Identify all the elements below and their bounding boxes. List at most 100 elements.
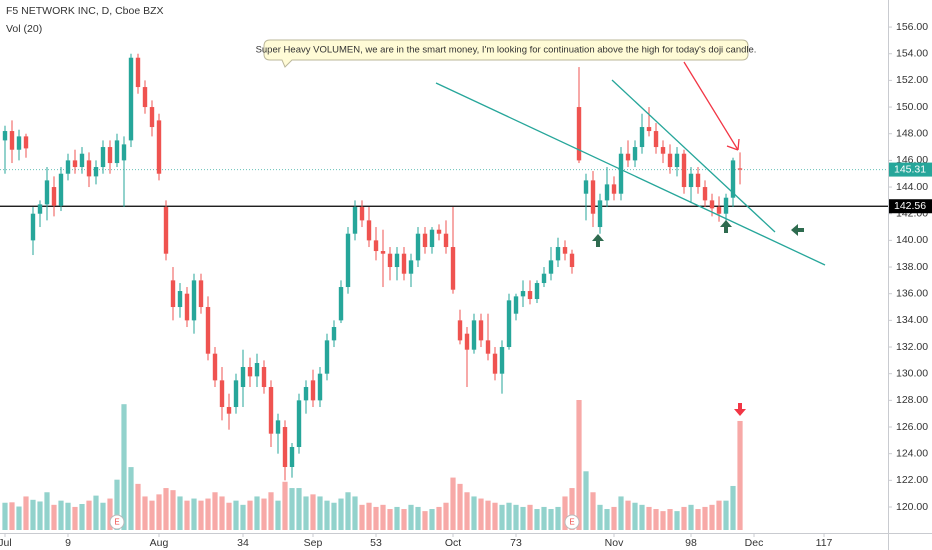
volume-bar [121,404,127,530]
candle-body [639,127,645,148]
volume-bar [100,502,106,530]
candle-body [436,229,442,234]
volume-bar [415,506,421,530]
left-arrow [791,224,804,236]
candle-body [184,293,190,321]
candle-body [506,300,512,348]
volume-bar [527,504,533,530]
x-tick-label: Sep [304,537,323,549]
volume-bar [114,479,120,530]
volume-bar [296,488,302,530]
volume-bar [93,495,99,530]
candle-body [464,333,470,350]
candle-body [93,167,99,177]
y-tick-label: 152.00 [896,74,928,86]
candle-body [632,147,638,161]
volume-bar [562,496,568,530]
volume-bar [86,500,92,530]
candle-body [499,347,505,374]
volume-bar [569,488,575,530]
candle-body [408,260,414,274]
volume-bar [359,504,365,530]
y-tick-label: 128.00 [896,394,928,406]
volume-bar [219,496,225,530]
candle-body [422,233,428,248]
candle-body [121,144,127,161]
candle-body [338,287,344,321]
volume-bar [583,471,589,530]
y-tick-label: 132.00 [896,341,928,353]
volume-bar [79,504,85,530]
volume-bar [709,504,715,530]
volume-label: Vol (20) [6,23,42,35]
volume-bar [576,400,582,530]
x-tick-label: 73 [510,537,522,549]
volume-bar [632,502,638,530]
y-tick-label: 154.00 [896,48,928,60]
volume-bar [737,420,743,530]
volume-bar [723,500,729,530]
volume-bar [233,500,239,530]
level-label: 142.56 [894,200,926,212]
volume-bar [653,509,659,530]
candle-body [16,136,22,150]
candle-body [604,184,610,201]
volume-bar [240,504,246,530]
volume-bar [373,506,379,530]
volume-bar [555,506,561,530]
volume-bar [639,504,645,530]
candle-body [457,320,463,341]
chart-title: F5 NETWORK INC, D, Cboe BZX [6,5,164,17]
volume-bar [303,496,309,530]
volume-bar [674,511,680,530]
volume-bar [429,509,435,530]
candle-body [44,180,50,205]
candle-body [520,291,526,297]
candle-body [730,160,736,198]
volume-bar [471,496,477,530]
volume-bar [702,506,708,530]
candle-body [443,233,449,248]
candle-body [541,273,547,284]
candle-body [135,57,141,88]
candle-body [569,253,575,268]
volume-bar [716,500,722,530]
candle-body [261,367,267,388]
candle-body [303,387,309,401]
candle-body [226,407,232,414]
up-arrow [720,220,732,233]
candle-body [401,253,407,274]
candle-body [450,247,456,290]
candle-body [485,340,491,354]
candle-body [716,207,722,214]
candle-body [163,207,169,254]
volume-bar [597,504,603,530]
volume-bar [2,502,8,530]
volume-bar [695,509,701,530]
y-tick-label: 156.00 [896,21,928,33]
volume-bar [618,496,624,530]
volume-bar [352,496,358,530]
volume-bar [464,492,470,530]
volume-bar [177,496,183,530]
candle-body [359,207,365,221]
volume-bar [23,496,29,530]
candle-body [646,127,652,132]
candle-body [128,57,134,141]
candle-body [513,296,519,314]
x-tick-label: 9 [65,537,71,549]
y-tick-label: 136.00 [896,287,928,299]
x-tick-label: Dec [745,537,764,549]
candle-body [205,307,211,354]
trend-line [611,79,776,233]
candle-body [667,153,673,168]
volume-bar [30,499,36,530]
y-tick-label: 124.00 [896,447,928,459]
candle-body [72,160,78,168]
y-tick-label: 150.00 [896,101,928,113]
volume-bar [443,502,449,530]
candle-body [611,184,617,194]
earnings-label: E [114,518,119,527]
